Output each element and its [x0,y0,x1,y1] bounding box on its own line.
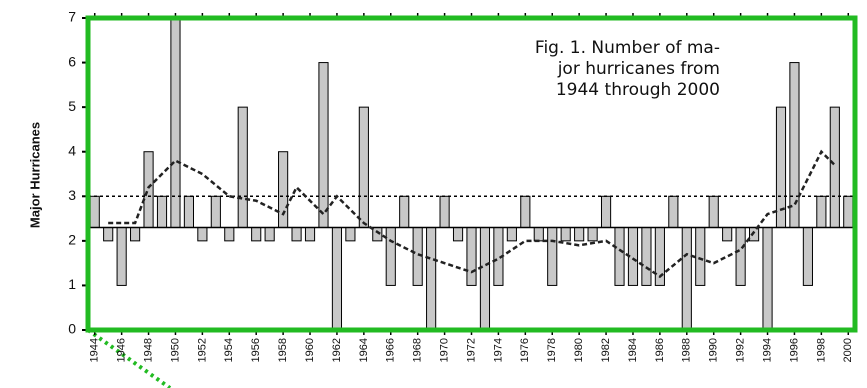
x-tick-label: 1986 [654,338,666,362]
y-tick-label: 0 [68,321,76,337]
y-tick-label: 6 [68,53,76,69]
bar [358,106,369,228]
annotation-line: 1944 through 2000 [556,80,720,100]
bar [426,226,437,331]
x-tick-label: 1952 [196,338,208,362]
bar [372,226,383,242]
x-tick-label: 1988 [681,338,693,362]
bar [116,226,127,286]
bar [816,195,827,228]
bar [479,226,491,331]
x-tick-label: 1978 [546,338,558,362]
y-tick-label: 7 [68,9,76,25]
x-tick-label: 1974 [492,338,504,362]
y-tick-label: 3 [68,187,76,203]
bar [681,226,692,331]
bar [762,226,773,331]
bar [533,226,544,242]
x-tick-label: 1948 [142,338,154,362]
plot-frame [85,15,858,333]
x-tick-label: 1960 [304,338,316,362]
annotation: Fig. 1. Number of ma-jor hurricanes from… [535,38,720,100]
bar [130,226,141,242]
x-tick-label: 1970 [438,338,450,362]
x-tick-label: 2000 [842,338,854,362]
x-tick-label: 1962 [331,338,343,362]
x-tick-label: 1958 [277,338,289,362]
bar [506,226,517,242]
bar [264,226,275,242]
bar [89,195,100,228]
bar [587,226,598,242]
x-tick-label: 1966 [385,338,397,362]
bar [237,106,248,228]
bar [452,226,464,242]
y-tick-label: 2 [68,232,76,248]
bar [331,226,343,331]
bar [695,226,706,286]
x-tick-label: 1976 [519,338,531,362]
x-tick-label: 1968 [412,338,424,362]
smoothed-line [108,149,836,279]
bar [345,226,356,242]
bar [600,195,612,228]
annotation-line: Fig. 1. Number of ma- [535,38,720,58]
annotation-line: jor hurricanes from [557,59,720,79]
bar [668,195,679,228]
bar [318,62,329,228]
bar [560,226,571,242]
x-tick-label: 1950 [169,338,181,362]
bar [722,226,733,242]
bar [843,195,854,228]
bar [278,151,289,228]
x-tick-label: 1964 [358,338,370,362]
bar [291,226,302,242]
x-tick-label: 1994 [761,338,773,362]
bar [574,226,585,242]
bar [735,226,746,286]
bar [103,226,114,242]
x-tick-label: 1982 [600,338,612,362]
bar [399,195,410,228]
x-tick-label: 1998 [815,338,827,362]
bar [210,195,221,228]
bar [224,226,235,242]
x-tick-label: 1972 [465,338,477,362]
x-tick-label: 1954 [223,338,235,362]
x-tick-label: 1946 [116,338,128,362]
x-tick-label: 1956 [250,338,262,362]
bar [708,195,719,228]
bar [304,226,316,242]
bar [156,195,168,228]
y-tick-label: 1 [68,276,76,292]
bar [547,226,558,286]
bar [829,106,840,228]
x-tick-label: 1980 [573,338,585,362]
x-tick-label: 1992 [735,338,747,362]
bar [439,195,450,228]
bar [183,195,194,228]
bar [143,151,154,228]
y-tick-label: 5 [68,98,76,114]
x-tick-label: 1996 [788,338,800,362]
y-tick-label: 4 [68,142,76,158]
bar [466,226,477,286]
x-tick-label: 1944 [89,338,101,362]
bar [641,226,652,286]
bar [197,226,208,242]
bar [385,226,396,286]
bar [802,226,813,286]
bar [251,226,262,242]
x-tick-label: 1984 [627,338,639,362]
bar [614,226,625,286]
bar [520,195,531,228]
x-tick-label: 1990 [708,338,720,362]
y-axis-title: Major Hurricanes [27,122,42,228]
overlay-dots [86,328,172,388]
